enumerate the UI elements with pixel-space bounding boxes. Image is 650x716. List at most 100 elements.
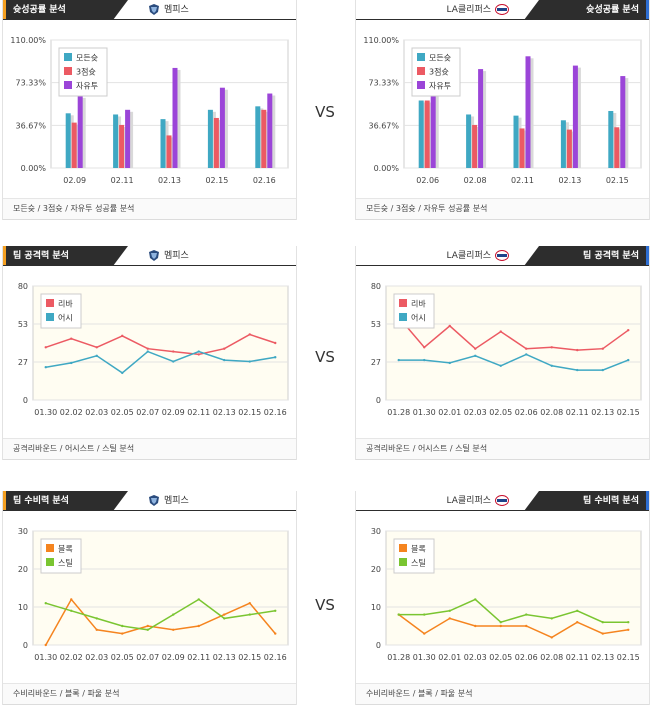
data-point: [95, 346, 98, 349]
panel-header: 팀 수비력 분석 멤피스: [3, 491, 296, 511]
legend-label: 모든슛: [76, 54, 98, 63]
y-tick-label: 10: [18, 603, 28, 612]
data-point: [397, 358, 400, 362]
away-offense-chart: 0 27 53 80 01.28 01.30 02.01 02.03 02.05 02.06 02.…: [356, 266, 649, 438]
x-tick-label: 01.30: [34, 653, 57, 662]
data-point: [146, 347, 149, 350]
legend-swatch: [46, 313, 54, 321]
bar: [513, 115, 519, 168]
data-point: [248, 360, 251, 363]
data-point: [423, 613, 426, 616]
section-title: 슛성공률 분석: [3, 0, 128, 20]
legend-swatch: [399, 544, 407, 552]
y-tick-label: 73.33%: [15, 79, 46, 88]
data-point: [121, 624, 124, 628]
data-point: [223, 617, 226, 620]
team-label: 멤피스: [164, 496, 189, 506]
data-point: [576, 621, 579, 624]
bar: [620, 76, 626, 168]
data-point: [448, 324, 451, 328]
bar-shadow: [562, 122, 569, 168]
data-point: [121, 334, 124, 338]
data-point: [70, 598, 73, 601]
x-tick-label: 02.11: [511, 176, 534, 185]
chart-footer: 수비리바운드 / 블록 / 파울 분석: [356, 683, 649, 705]
data-point: [197, 350, 200, 353]
data-point: [576, 348, 579, 352]
legend-label: 리바: [58, 299, 73, 309]
y-tick-label: 10: [371, 603, 381, 612]
data-point: [223, 358, 226, 362]
bar: [572, 65, 578, 168]
x-tick-label: 01.30: [413, 653, 436, 662]
data-point: [423, 632, 426, 635]
legend-label: 3점슛: [429, 67, 449, 77]
legend-label: 리바: [411, 299, 426, 309]
legend-label: 자유투: [429, 82, 451, 91]
x-tick-label: 01.30: [34, 408, 57, 417]
data-point: [576, 609, 579, 612]
team-label: LA클리퍼스: [446, 496, 492, 506]
x-tick-label: 02.03: [85, 653, 108, 662]
x-tick-label: 02.13: [591, 408, 614, 417]
data-point: [223, 613, 226, 616]
data-point: [44, 643, 47, 647]
x-tick-label: 02.03: [464, 653, 487, 662]
bar: [525, 56, 531, 168]
home-offense-chart: 0 27 53 80 01.30 02.02 02.03 02.05 02.07 02.09 02.…: [3, 266, 296, 438]
x-tick-label: 02.09: [162, 653, 185, 662]
away-defense-panel: LA클리퍼스 팀 수비력 분석 0 10 20 30 01.28 01.30 02.01 02…: [355, 491, 650, 705]
bar: [478, 69, 484, 168]
legend-label: 어시: [411, 313, 426, 323]
x-tick-label: 02.13: [158, 176, 181, 185]
home-shooting-chart: 0.00% 36.67% 73.33% 110.00% 02.09 02.11 02.13 0…: [3, 20, 296, 198]
vs-label: VS: [315, 348, 335, 366]
data-point: [474, 598, 477, 601]
series-line: [45, 350, 276, 374]
legend-label: 스틸: [58, 558, 73, 568]
team-label: 멤피스: [164, 5, 189, 15]
home-defense-chart: 0 10 20 30 01.30 02.02 02.03 02.05 02.07 02.09 02.…: [3, 511, 296, 683]
bar-shadow: [127, 111, 134, 168]
x-tick-label: 02.11: [111, 176, 134, 185]
data-point: [550, 346, 553, 349]
bar: [77, 95, 83, 168]
away-defense-chart: 0 10 20 30 01.28 01.30 02.01 02.03 02.05 02.06 02.…: [356, 511, 649, 683]
data-point: [274, 632, 277, 635]
y-tick-label: 20: [371, 565, 381, 574]
bar-shadow: [474, 126, 481, 168]
legend-label: 3점슛: [76, 67, 96, 77]
x-tick-label: 02.16: [264, 408, 287, 417]
data-point: [172, 360, 175, 363]
data-point: [550, 364, 553, 367]
x-tick-label: 02.09: [63, 176, 86, 185]
clippers-logo-icon: [495, 250, 509, 261]
y-tick-label: 110.00%: [363, 36, 399, 45]
data-point: [576, 368, 579, 372]
data-point: [95, 617, 98, 620]
bar-shadow: [480, 71, 487, 168]
legend-swatch: [46, 558, 54, 566]
home-offense-panel: 팀 공격력 분석 멤피스 0 27 53 80 01.30 02.02 02.03 02.05…: [2, 246, 297, 460]
legend-swatch: [64, 67, 72, 75]
y-tick-label: 0.00%: [374, 164, 400, 173]
team-label: 멤피스: [164, 251, 189, 261]
away-offense-panel: LA클리퍼스 팀 공격력 분석 0 27 53 80 01.28 01.30 02.01 02…: [355, 246, 650, 460]
data-point: [499, 621, 502, 624]
legend-swatch: [417, 67, 425, 75]
away-shooting-svg: 0.00% 36.67% 73.33% 110.00% 02.06 02.08 02.11 0…: [363, 36, 642, 185]
data-point: [274, 356, 277, 359]
x-tick-label: 02.11: [566, 653, 589, 662]
x-tick-label: 02.16: [253, 176, 276, 185]
y-tick-label: 110.00%: [10, 36, 46, 45]
x-tick-label: 02.13: [213, 408, 236, 417]
x-tick-label: 02.16: [264, 653, 287, 662]
y-tick-label: 0: [23, 641, 28, 650]
data-point: [95, 628, 98, 631]
data-point: [274, 609, 277, 612]
team-label: LA클리퍼스: [446, 5, 492, 15]
x-tick-label: 02.15: [205, 176, 228, 185]
bar: [172, 67, 178, 168]
data-point: [197, 353, 200, 356]
grizzlies-logo-icon: [149, 495, 159, 506]
